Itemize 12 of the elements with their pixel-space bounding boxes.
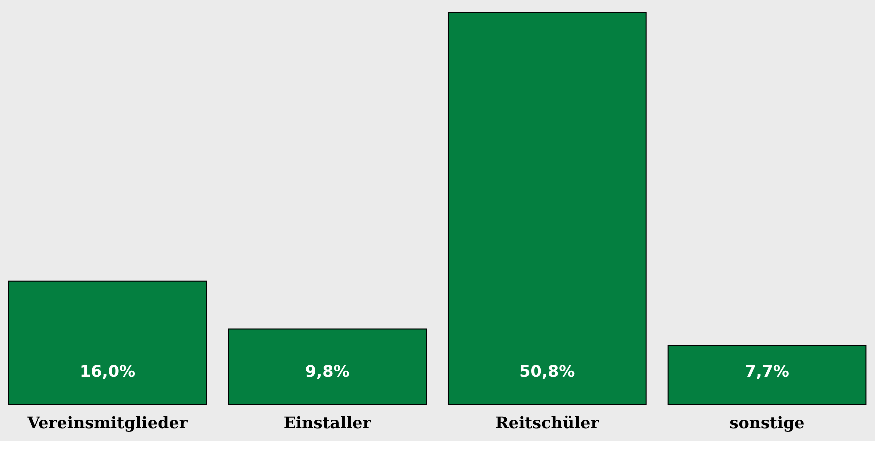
x-tick-label: Reitschüler [496, 414, 600, 432]
data-label: 9,8% [305, 362, 350, 381]
data-label: 50,8% [520, 362, 576, 381]
x-tick-label: sonstige [730, 414, 805, 432]
bar [668, 345, 867, 406]
data-label: 16,0% [80, 362, 136, 381]
bar [8, 280, 208, 406]
bar [448, 12, 647, 406]
x-tick-label: Vereinsmitglieder [26, 414, 188, 432]
x-tick-label: Einstaller [284, 414, 372, 432]
bar [228, 328, 428, 406]
data-label: 7,7% [745, 362, 790, 381]
